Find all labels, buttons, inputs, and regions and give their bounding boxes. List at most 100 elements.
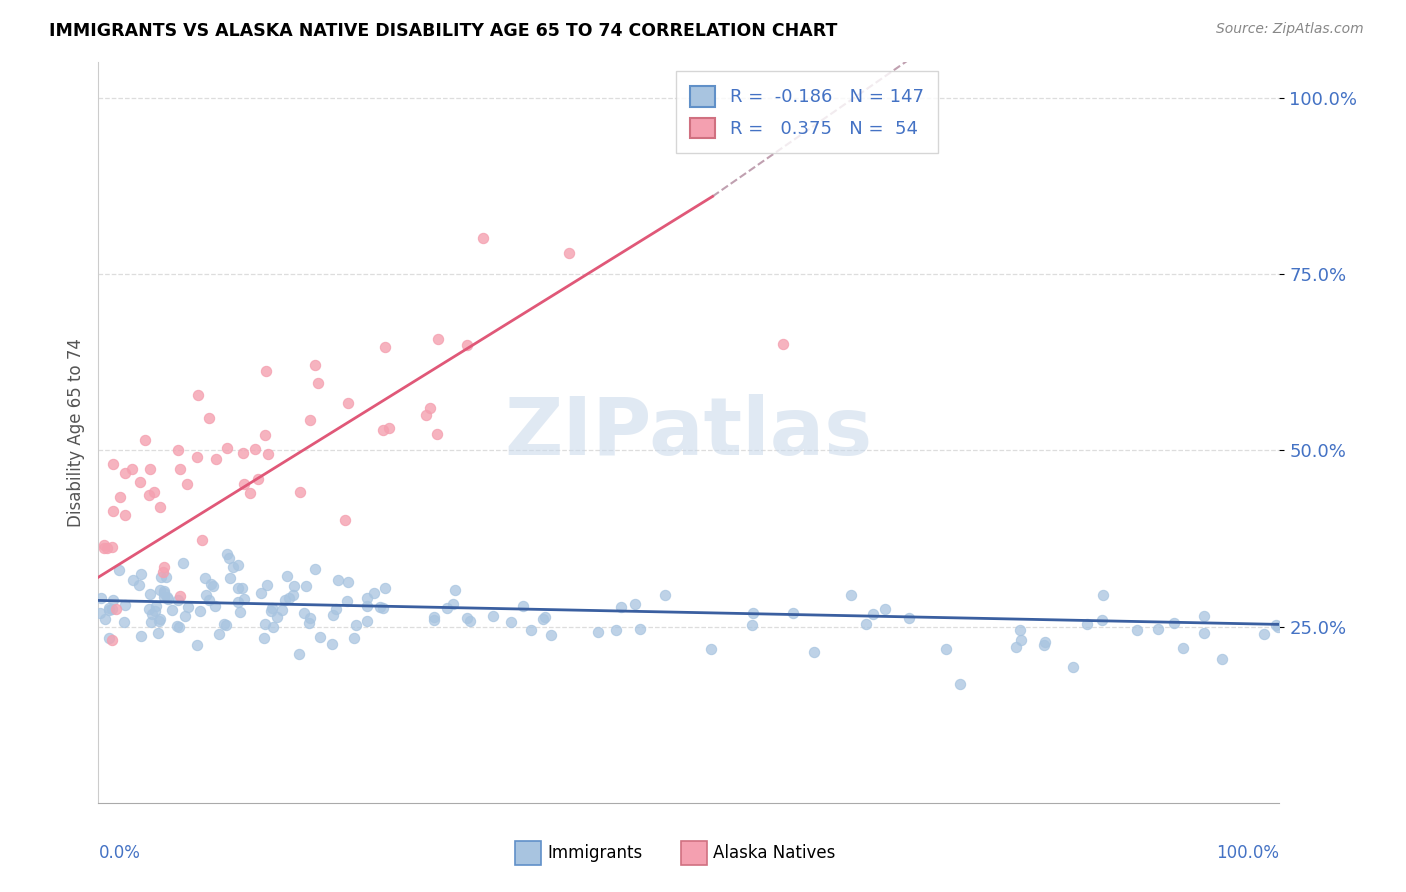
Point	[153, 560, 176, 574]
Point	[139, 587, 162, 601]
Point	[187, 388, 209, 402]
Point	[253, 427, 276, 442]
Point	[160, 603, 183, 617]
Point	[373, 423, 395, 437]
Point	[194, 571, 217, 585]
Point	[202, 579, 225, 593]
Point	[935, 642, 957, 657]
Point	[276, 569, 298, 583]
Point	[114, 508, 136, 522]
Point	[519, 623, 541, 637]
Point	[233, 591, 256, 606]
Point	[93, 541, 115, 555]
Point	[415, 408, 437, 422]
Point	[129, 567, 152, 582]
Point	[333, 513, 356, 527]
Point	[205, 451, 228, 466]
Point	[138, 487, 160, 501]
Point	[153, 583, 176, 598]
Point	[344, 618, 367, 632]
Point	[217, 441, 239, 455]
Point	[292, 606, 315, 620]
Point	[128, 475, 150, 489]
Point	[378, 421, 401, 435]
Point	[167, 442, 190, 457]
Point	[176, 476, 198, 491]
Point	[195, 588, 218, 602]
Point	[1010, 633, 1032, 648]
Point	[321, 608, 343, 623]
Point	[419, 401, 441, 415]
Point	[336, 594, 359, 608]
Point	[273, 593, 295, 607]
Point	[101, 504, 124, 518]
Point	[343, 631, 366, 645]
Point	[169, 589, 191, 603]
Point	[186, 450, 208, 464]
Point	[149, 500, 172, 514]
Point	[239, 486, 262, 500]
Point	[540, 628, 562, 642]
Point	[1147, 622, 1170, 636]
Point	[321, 637, 343, 651]
Point	[104, 601, 127, 615]
Point	[441, 597, 464, 611]
Point	[219, 571, 242, 585]
Point	[624, 597, 647, 611]
Text: Immigrants: Immigrants	[547, 844, 643, 863]
Point	[260, 601, 283, 615]
Point	[803, 645, 825, 659]
Point	[226, 581, 249, 595]
Point	[138, 602, 160, 616]
Point	[139, 462, 162, 476]
Point	[228, 595, 250, 609]
Point	[208, 627, 231, 641]
Point	[222, 560, 245, 574]
Point	[1192, 626, 1215, 640]
Point	[299, 611, 322, 625]
Point	[337, 575, 360, 590]
Point	[101, 593, 124, 607]
Point	[288, 648, 311, 662]
Point	[782, 606, 804, 620]
Point	[150, 570, 173, 584]
Point	[101, 541, 124, 555]
Point	[89, 606, 111, 620]
Point	[588, 624, 610, 639]
Point	[458, 614, 481, 628]
Point	[186, 639, 208, 653]
Point	[741, 618, 763, 632]
Point	[229, 605, 252, 619]
Point	[356, 591, 378, 605]
Point	[90, 591, 112, 605]
Bar	[681, 841, 707, 865]
Point	[262, 620, 284, 634]
Point	[215, 547, 238, 561]
Point	[114, 598, 136, 612]
Point	[218, 550, 240, 565]
Point	[152, 566, 174, 580]
Point	[1008, 624, 1031, 638]
Point	[374, 581, 396, 595]
Text: ZIPatlas: ZIPatlas	[505, 393, 873, 472]
Point	[121, 573, 143, 587]
Point	[100, 602, 122, 616]
Point	[188, 604, 211, 618]
Point	[337, 396, 360, 410]
Point	[1033, 635, 1056, 649]
Point	[1091, 613, 1114, 627]
Point	[114, 466, 136, 480]
Point	[1004, 640, 1026, 654]
Point	[654, 588, 676, 602]
Point	[328, 573, 350, 587]
Text: Source: ZipAtlas.com: Source: ZipAtlas.com	[1216, 22, 1364, 37]
Point	[141, 615, 163, 630]
Point	[254, 363, 277, 377]
Point	[172, 556, 194, 570]
Text: Alaska Natives: Alaska Natives	[713, 844, 835, 863]
Point	[253, 616, 276, 631]
Point	[157, 591, 180, 606]
Point	[101, 632, 124, 647]
Point	[1211, 652, 1233, 666]
Point	[177, 600, 200, 615]
